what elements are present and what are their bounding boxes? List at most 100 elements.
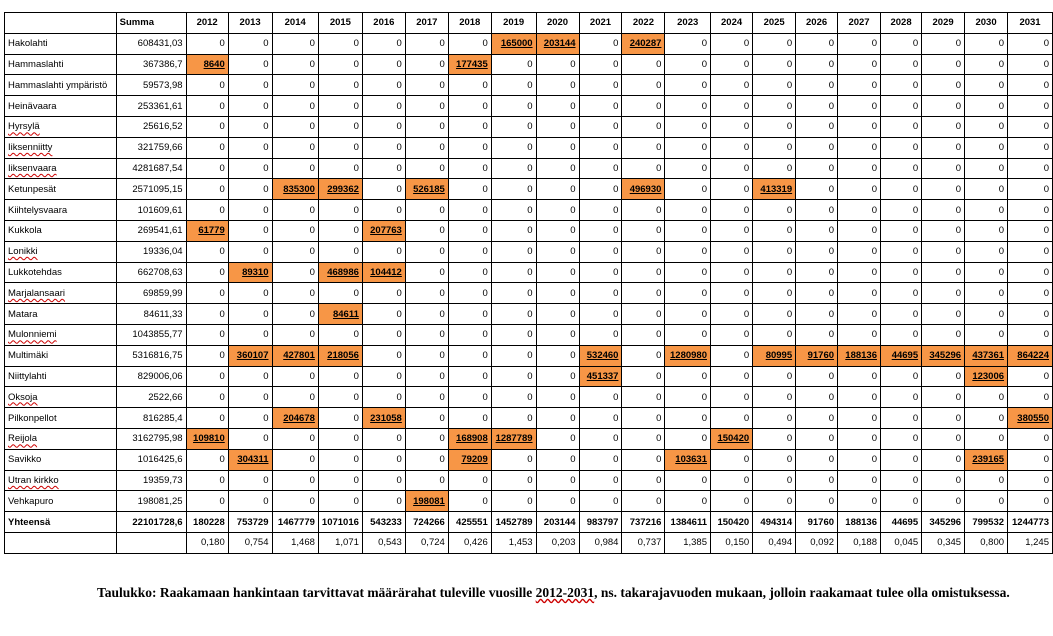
highlighted-value-cell: 468986 xyxy=(317,261,363,284)
value-cell: 0 xyxy=(271,32,319,55)
value-cell: 0 xyxy=(752,490,797,513)
value-cell: 0 xyxy=(185,303,229,325)
highlighted-value-cell: 44695 xyxy=(879,344,923,367)
value-cell: 0 xyxy=(535,282,580,305)
value-cell: 0 xyxy=(578,95,623,117)
ratio-row: 0,180 0,754 1,468 1,071 0,543 0,724 0,426 1,453… xyxy=(4,531,1053,554)
location-name-text: Reijola xyxy=(8,433,38,445)
value-cell: 0 xyxy=(578,240,623,263)
value-cell: 0 xyxy=(964,199,1009,221)
year-header: 2025 xyxy=(752,12,797,34)
value-cell: 0 xyxy=(535,448,580,471)
value-cell: 0 xyxy=(621,282,666,305)
summa-cell: 367386,7 xyxy=(115,53,187,76)
value-cell: 0 xyxy=(752,32,797,55)
total-value-cell: 425551 xyxy=(447,511,492,533)
ratio-cell: 1,385 xyxy=(664,531,711,554)
value-cell: 0 xyxy=(404,323,449,346)
summa-cell: 84611,33 xyxy=(115,303,187,325)
value-cell: 0 xyxy=(490,240,537,263)
value-cell: 0 xyxy=(578,136,623,159)
location-name: Heinävaara xyxy=(4,95,117,117)
value-cell: 0 xyxy=(361,469,406,492)
ratio-cell: 1,071 xyxy=(317,531,363,554)
summa-cell: 25616,52 xyxy=(115,115,187,138)
location-name-text: Multimäki xyxy=(8,350,49,362)
value-cell: 0 xyxy=(879,115,923,138)
table-row: Kiihtelysvaara 101609,61 0 0 0 0 0 0 0 0 0 0 0 0 0 0 0 0 0… xyxy=(4,199,1053,221)
value-cell: 0 xyxy=(490,157,537,180)
highlighted-value-cell: 165000 xyxy=(490,32,537,55)
value-cell: 0 xyxy=(447,469,492,492)
value-cell: 0 xyxy=(490,303,537,325)
value-cell: 0 xyxy=(709,199,754,221)
value-cell: 0 xyxy=(837,32,881,55)
value-cell: 0 xyxy=(752,199,797,221)
value-cell: 0 xyxy=(795,448,839,471)
value-cell: 0 xyxy=(227,323,273,346)
value-cell: 0 xyxy=(227,365,273,388)
summa-cell: 4281687,54 xyxy=(115,157,187,180)
location-name-text: Vehkapuro xyxy=(8,495,54,507)
value-cell: 0 xyxy=(490,261,537,284)
highlighted-value-cell: 84611 xyxy=(317,303,363,325)
value-cell: 0 xyxy=(837,427,881,450)
location-name-text: Utran kirkko xyxy=(8,474,59,486)
value-cell: 0 xyxy=(709,115,754,138)
value-cell: 0 xyxy=(879,74,923,97)
value-cell: 0 xyxy=(271,365,319,388)
value-cell: 0 xyxy=(361,344,406,367)
value-cell: 0 xyxy=(404,386,449,409)
table-row: Savikko 1016425,6 0 304311 0 0 0 0 79209 0 0 0 0 1036… xyxy=(4,448,1053,471)
value-cell: 0 xyxy=(227,303,273,325)
value-cell: 0 xyxy=(361,95,406,117)
value-cell: 0 xyxy=(271,427,319,450)
location-name: Utran kirkko xyxy=(4,469,117,492)
value-cell: 0 xyxy=(490,282,537,305)
value-cell: 0 xyxy=(752,386,797,409)
value-cell: 0 xyxy=(837,323,881,346)
caption-text-end: , ns. takarajavuoden mukaan, jolloin raa… xyxy=(594,585,1010,600)
summa-cell: 1043855,77 xyxy=(115,323,187,346)
value-cell: 0 xyxy=(404,199,449,221)
value-cell: 0 xyxy=(271,74,319,97)
value-cell: 0 xyxy=(664,386,711,409)
value-cell: 0 xyxy=(837,282,881,305)
location-name-text: Iiksenvaara xyxy=(8,162,57,174)
highlighted-value-cell: 204678 xyxy=(271,407,319,429)
value-cell: 0 xyxy=(837,240,881,263)
value-cell: 0 xyxy=(271,95,319,117)
summa-cell: 253361,61 xyxy=(115,95,187,117)
value-cell: 0 xyxy=(317,53,363,76)
ratio-cell: 1,468 xyxy=(271,531,319,554)
value-cell: 0 xyxy=(1007,199,1053,221)
value-cell: 0 xyxy=(404,407,449,429)
value-cell: 0 xyxy=(795,303,839,325)
value-cell: 0 xyxy=(752,469,797,492)
value-cell: 0 xyxy=(271,199,319,221)
value-cell: 0 xyxy=(271,282,319,305)
year-header: 2020 xyxy=(535,12,580,34)
location-name: Kukkola xyxy=(4,219,117,242)
value-cell: 0 xyxy=(837,53,881,76)
value-cell: 0 xyxy=(879,178,923,201)
corner-cell xyxy=(4,12,117,34)
value-cell: 0 xyxy=(795,178,839,201)
value-cell: 0 xyxy=(837,261,881,284)
value-cell: 0 xyxy=(964,261,1009,284)
highlighted-value-cell: 8640 xyxy=(185,53,229,76)
value-cell: 0 xyxy=(921,469,966,492)
value-cell: 0 xyxy=(709,386,754,409)
ratio-cell: 0,045 xyxy=(879,531,923,554)
value-cell: 0 xyxy=(361,136,406,159)
value-cell: 0 xyxy=(447,74,492,97)
value-cell: 0 xyxy=(664,407,711,429)
location-name-text: Mulonniemi xyxy=(8,329,57,341)
highlighted-value-cell: 299362 xyxy=(317,178,363,201)
value-cell: 0 xyxy=(879,386,923,409)
value-cell: 0 xyxy=(404,95,449,117)
value-cell: 0 xyxy=(404,74,449,97)
value-cell: 0 xyxy=(535,427,580,450)
value-cell: 0 xyxy=(1007,53,1053,76)
total-value-cell: 1244773 xyxy=(1007,511,1053,533)
